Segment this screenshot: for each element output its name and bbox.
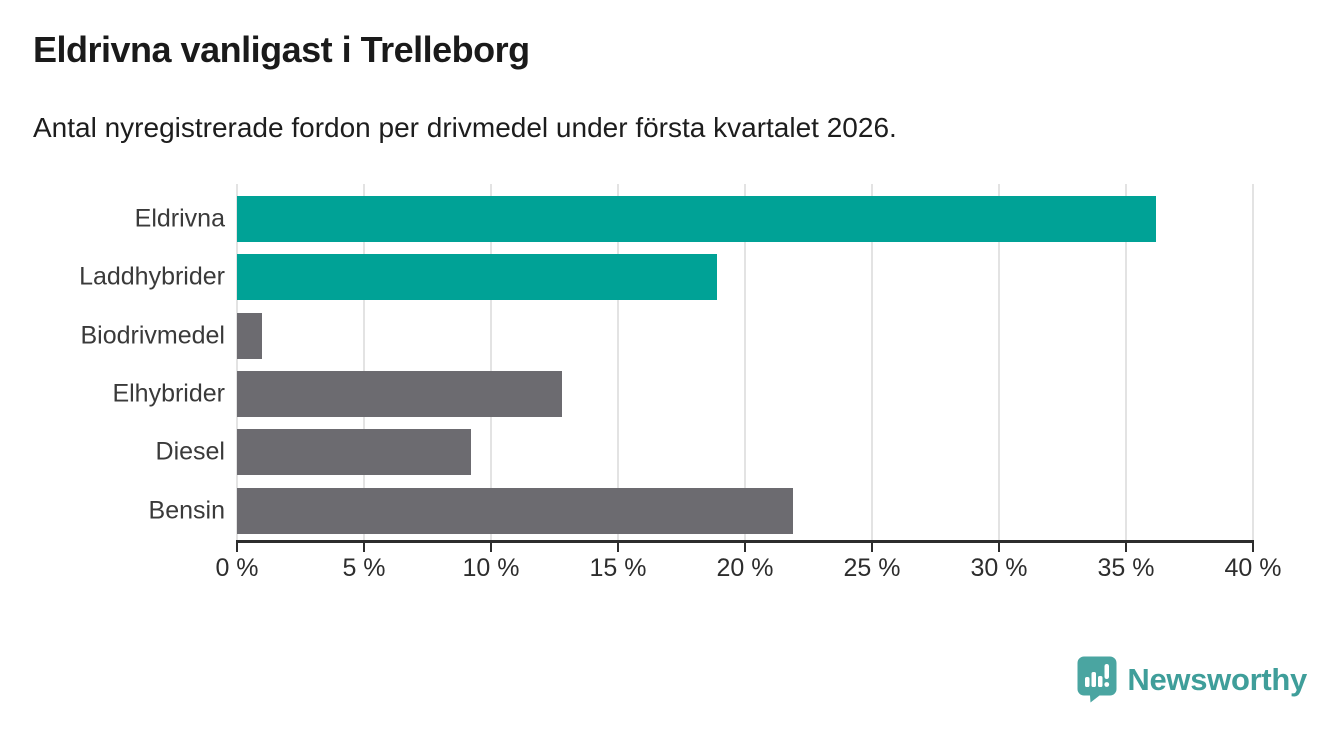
bar-bensin xyxy=(237,487,794,534)
x-tick-0 xyxy=(236,543,238,552)
x-tick-label: 40 % xyxy=(1224,554,1282,582)
x-tick-5 xyxy=(363,543,365,552)
bar-biodrivmedel xyxy=(237,312,263,359)
chart-subtitle: Antal nyregistrerade fordon per drivmede… xyxy=(33,112,897,143)
bar-row-biodrivmedel: Biodrivmedel xyxy=(80,307,1253,365)
category-label: Diesel xyxy=(155,437,225,466)
bar-chart-plot-area: Eldrivna Laddhybrider Biodrivmedel Elhybrid… xyxy=(79,184,1254,540)
x-tick-10 xyxy=(490,543,492,552)
gridline-30 xyxy=(998,184,1000,540)
x-tick-15 xyxy=(617,543,619,552)
x-tick-label: 15 % xyxy=(589,554,647,582)
x-tick-label: 20 % xyxy=(716,554,774,582)
bar-diesel xyxy=(237,429,471,476)
gridline-5 xyxy=(363,184,365,540)
x-tick-label: 10 % xyxy=(462,554,520,582)
gridline-35 xyxy=(1125,184,1127,540)
category-label: Eldrivna xyxy=(134,204,225,233)
bar-row-eldrivna: Eldrivna xyxy=(135,190,1253,248)
x-tick-label: 30 % xyxy=(970,554,1028,582)
chart-title: Eldrivna vanligast i Trelleborg xyxy=(33,29,530,70)
category-label: Elhybrider xyxy=(112,379,225,408)
newsworthy-speech-bubble-bar-chart-icon xyxy=(1077,656,1117,703)
x-tick-label: 25 % xyxy=(843,554,901,582)
category-label: Laddhybrider xyxy=(79,262,225,291)
x-tick-35 xyxy=(1125,543,1127,552)
x-tick-label: 35 % xyxy=(1097,554,1155,582)
bar-eldrivna xyxy=(237,196,1157,242)
x-tick-20 xyxy=(744,543,746,552)
bar-row-laddhybrider: Laddhybrider xyxy=(79,248,1253,306)
gridline-40 xyxy=(1252,184,1254,540)
x-tick-40 xyxy=(1252,543,1254,552)
gridline-20 xyxy=(744,184,746,540)
x-tick-25 xyxy=(871,543,873,552)
bar-row-diesel: Diesel xyxy=(156,423,1253,481)
brand-logo: Newsworthy xyxy=(1077,656,1307,703)
x-tick-30 xyxy=(998,543,1000,552)
bar-rows: Eldrivna Laddhybrider Biodrivmedel Elhybrid… xyxy=(79,190,1253,540)
gridline-15 xyxy=(617,184,619,540)
category-label: Bensin xyxy=(148,496,225,525)
x-axis-line xyxy=(236,540,1254,543)
gridline-0 xyxy=(236,184,238,540)
bar-row-bensin: Bensin xyxy=(149,482,1253,540)
bar-row-elhybrider: Elhybrider xyxy=(112,365,1253,423)
x-tick-label: 0 % xyxy=(215,554,259,582)
category-label: Biodrivmedel xyxy=(80,321,225,350)
gridline-25 xyxy=(871,184,873,540)
brand-name: Newsworthy xyxy=(1127,661,1307,697)
x-tick-label: 5 % xyxy=(342,554,386,582)
bar-laddhybrider xyxy=(237,254,718,301)
gridline-10 xyxy=(490,184,492,540)
bar-elhybrider xyxy=(237,370,563,417)
